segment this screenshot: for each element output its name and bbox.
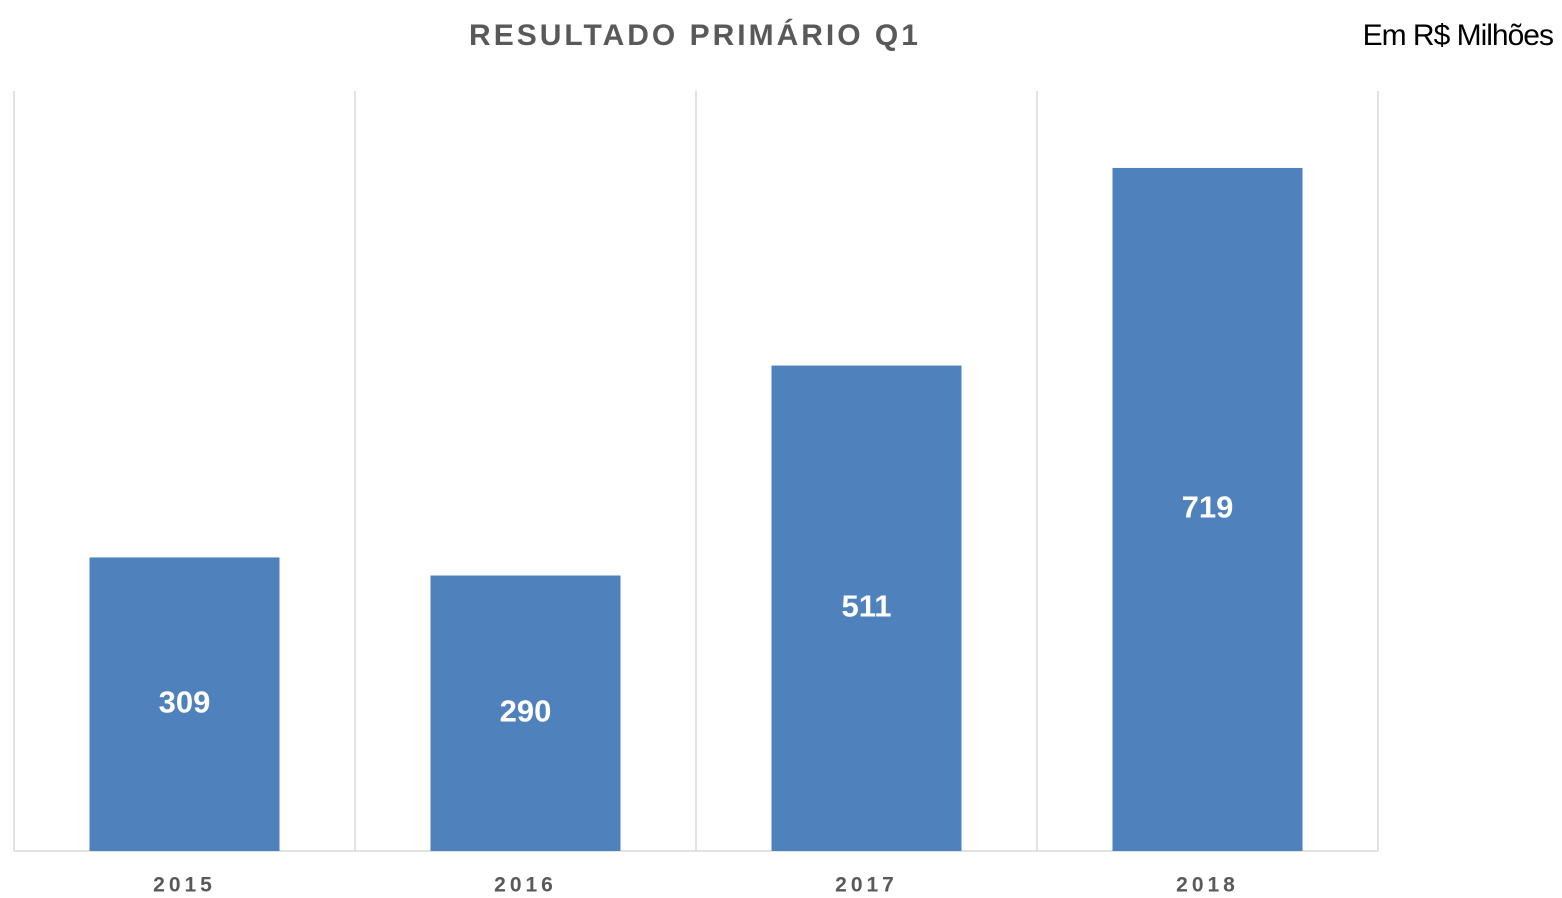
x-tick-label: 2018 — [1176, 874, 1239, 897]
value-label: 309 — [159, 684, 211, 719]
bar — [771, 365, 962, 851]
value-label: 719 — [1182, 490, 1234, 525]
value-label: 290 — [500, 693, 552, 728]
bar — [430, 575, 621, 851]
unit-note: Em R$ Milhões — [1363, 19, 1553, 52]
bar — [89, 557, 280, 851]
x-tick-label: 2017 — [835, 874, 898, 897]
bar — [1112, 167, 1303, 851]
chart-title: RESULTADO PRIMÁRIO Q1 — [469, 18, 921, 52]
x-tick-label: 2015 — [153, 874, 216, 897]
value-label: 511 — [841, 588, 891, 623]
x-tick-label: 2016 — [494, 874, 557, 897]
